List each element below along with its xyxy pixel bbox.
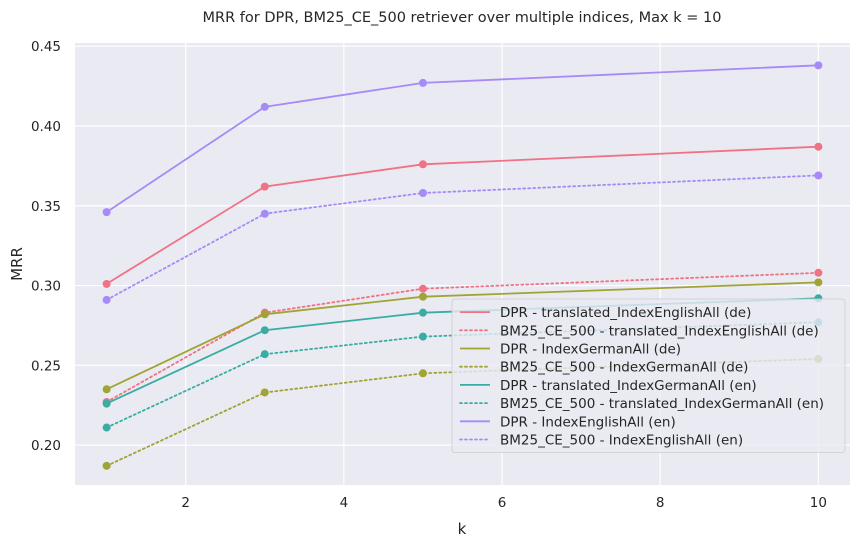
legend-label: BM25_CE_500 - translated_IndexGermanAll … <box>500 396 824 412</box>
series-line <box>105 174 820 301</box>
series-line <box>106 64 819 213</box>
y-tick-label: 0.30 <box>31 279 61 295</box>
series-lines <box>102 61 823 470</box>
data-point <box>260 326 269 335</box>
legend-label: DPR - translated_IndexGermanAll (en) <box>500 378 757 394</box>
x-tick-label: 2 <box>181 495 190 511</box>
x-tick-label: 6 <box>498 495 507 511</box>
series-7 <box>102 61 823 217</box>
series-3 <box>102 278 823 394</box>
series-1 <box>102 142 823 288</box>
series-line <box>105 271 820 403</box>
data-point <box>418 369 427 378</box>
data-point <box>814 142 823 151</box>
x-tick-labels: 2 4 6 8 10 <box>181 495 827 511</box>
y-tick-label: 0.40 <box>31 119 61 135</box>
x-tick-label: 4 <box>340 495 349 511</box>
data-point <box>102 399 111 408</box>
legend-label: DPR - IndexEnglishAll (en) <box>500 414 676 430</box>
y-tick-label: 0.35 <box>31 199 61 215</box>
data-point <box>260 388 269 397</box>
data-point <box>102 295 111 304</box>
y-tick-labels: 0.20 0.25 0.30 0.35 0.40 0.45 <box>31 39 61 454</box>
data-point <box>102 385 111 394</box>
x-axis-label: k <box>458 520 467 538</box>
legend-label: BM25_CE_500 - IndexEnglishAll (en) <box>500 433 743 449</box>
data-point <box>418 284 427 293</box>
y-tick-label: 0.25 <box>31 358 61 374</box>
legend-label: BM25_CE_500 - translated_IndexEnglishAll… <box>500 323 819 339</box>
y-axis-label: MRR <box>8 247 26 281</box>
data-point <box>418 160 427 169</box>
legend: DPR - translated_IndexEnglishAll (de) BM2… <box>451 298 846 454</box>
data-point <box>814 268 823 277</box>
data-point <box>814 61 823 70</box>
data-point <box>418 332 427 341</box>
data-point <box>418 188 427 197</box>
x-tick-label: 8 <box>656 495 665 511</box>
y-tick-label: 0.20 <box>31 438 61 454</box>
data-point <box>260 209 269 218</box>
data-point <box>102 423 111 432</box>
legend-label: BM25_CE_500 - IndexGermanAll (de) <box>500 360 748 376</box>
data-point <box>260 310 269 319</box>
series-line <box>106 145 819 285</box>
y-tick-label: 0.45 <box>31 39 61 55</box>
series-line <box>106 281 819 391</box>
legend-box <box>451 298 846 454</box>
data-point <box>260 182 269 191</box>
data-point <box>102 461 111 470</box>
x-tick-label: 10 <box>810 495 827 511</box>
data-point <box>260 350 269 359</box>
data-point <box>814 278 823 287</box>
data-point <box>418 292 427 301</box>
data-point <box>418 308 427 317</box>
data-point <box>260 102 269 111</box>
series-8 <box>102 171 823 304</box>
legend-label: DPR - IndexGermanAll (de) <box>500 342 681 358</box>
data-point <box>418 78 427 87</box>
chart-title: MRR for DPR, BM25_CE_500 retriever over … <box>203 10 722 26</box>
data-point <box>814 171 823 180</box>
data-point <box>102 279 111 288</box>
legend-label: DPR - translated_IndexEnglishAll (de) <box>500 305 751 321</box>
data-point <box>102 208 111 217</box>
